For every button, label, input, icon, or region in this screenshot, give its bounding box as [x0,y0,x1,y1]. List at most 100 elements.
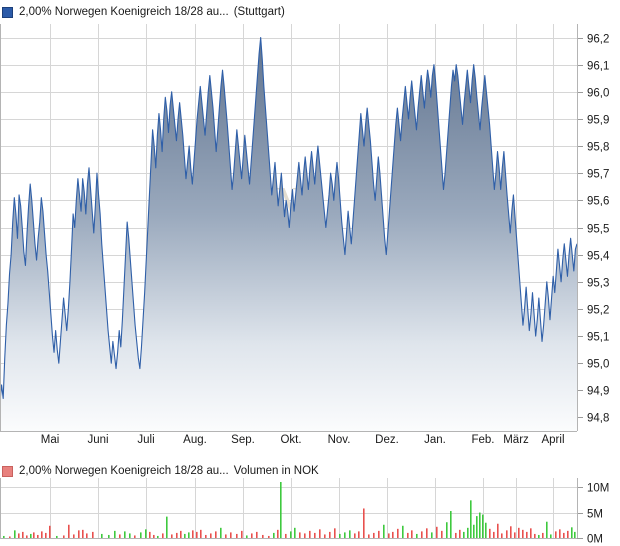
volume-bar [526,531,528,538]
volume-bar [571,527,573,538]
volume-bar [363,508,365,538]
volume-bar [309,530,311,538]
price-y-tick-label: 94,9 [587,386,609,398]
volume-bar [192,530,194,538]
volume-bar [82,529,84,538]
volume-bar [463,531,465,538]
volume-bar [280,482,282,538]
volume-bar [26,535,28,538]
volume-bar [153,534,155,538]
volume-bar [149,531,151,538]
volume-bar [220,527,222,538]
volume-bar [344,532,346,538]
volume-bar [522,529,524,538]
volume-bar [329,531,331,538]
volume-bar [56,535,58,538]
price-series-color-swatch [2,6,13,18]
volume-bar [262,534,264,538]
volume-bar [373,532,375,538]
volume-bar [251,533,253,538]
volume-bar [421,531,423,538]
volume-bar [210,533,212,538]
volume-bar [497,523,499,538]
volume-chart-area[interactable]: 10M 5M 0M [0,478,620,546]
volume-bar [501,533,503,538]
price-y-tick-label: 95,7 [587,169,609,181]
volume-bar [129,533,131,538]
volume-bar [470,500,472,538]
volume-bar [349,530,351,538]
volume-bar [256,531,258,538]
volume-bar [411,530,413,538]
volume-bar [493,531,495,538]
price-y-tick-label: 96,0 [587,88,609,100]
price-chart-area[interactable]: N 96,296,196,095,995,895,795,695,595,495… [0,20,620,432]
volume-bar [397,528,399,538]
volume-bar [534,533,536,538]
volume-y-tick-label: 5M [587,509,603,521]
volume-bar [176,532,178,538]
volume-bar [63,535,65,538]
volume-bar [482,514,484,538]
volume-bar [542,532,544,538]
volume-bar [574,531,576,538]
x-axis-tick-label: Feb. [471,434,495,446]
volume-bar [273,532,275,538]
volume-bar [9,536,11,538]
price-y-tick-label: 95,5 [587,224,609,236]
volume-bar [184,533,186,538]
price-series-venue: (Stuttgart) [233,6,285,18]
volume-bar [299,532,301,538]
volume-bar [324,534,326,538]
volume-bar [426,528,428,538]
x-axis-tick-label: Mai [40,434,60,446]
volume-bar [304,533,306,538]
volume-bar [455,532,457,538]
volume-bar [510,526,512,538]
volume-bars [3,482,576,538]
volume-bar [334,528,336,538]
volume-bar [546,521,548,538]
price-y-tick-label: 95,8 [587,142,609,154]
volume-bar [200,529,202,538]
volume-bar [358,531,360,538]
volume-bar [479,512,481,538]
price-area-fill [0,37,577,431]
x-axis-tick-label: Nov. [327,434,351,446]
x-axis-tick-label: Sep. [231,434,255,446]
x-axis-tick-label: Juli [137,434,155,446]
volume-bar [225,534,227,538]
x-axis-tick-label: Okt. [280,434,302,446]
price-y-tick-label: 94,8 [587,413,609,425]
price-chart-legend: 2,00% Norwegen Koenigreich 18/28 au... (… [0,3,285,21]
volume-bar [188,532,190,538]
volume-bar [30,533,32,538]
volume-bar [18,533,20,538]
volume-bar [467,527,469,538]
volume-bar [450,511,452,538]
volume-bar [388,533,390,538]
volume-bar [555,531,557,538]
volume-bar [431,532,433,538]
volume-bar [241,530,243,538]
volume-y-axis-labels: 10M 5M 0M [587,483,609,546]
volume-bar [319,529,321,538]
volume-bar [489,528,491,538]
price-axis-frame [0,24,583,432]
volume-bar [314,532,316,538]
volume-bar [506,530,508,538]
volume-bar [37,534,39,538]
volume-bar [196,531,198,538]
volume-bar [140,532,142,538]
volume-bar [514,532,516,538]
price-chart-svg: N 96,296,196,095,995,895,795,695,595,495… [0,24,610,432]
volume-bar [205,534,207,538]
volume-bar [407,532,409,538]
volume-bar [45,532,47,538]
volume-bar [3,535,5,538]
volume-bar [392,531,394,538]
volume-bar [277,529,279,538]
volume-bar [157,535,159,538]
price-y-tick-label: 95,2 [587,305,609,317]
